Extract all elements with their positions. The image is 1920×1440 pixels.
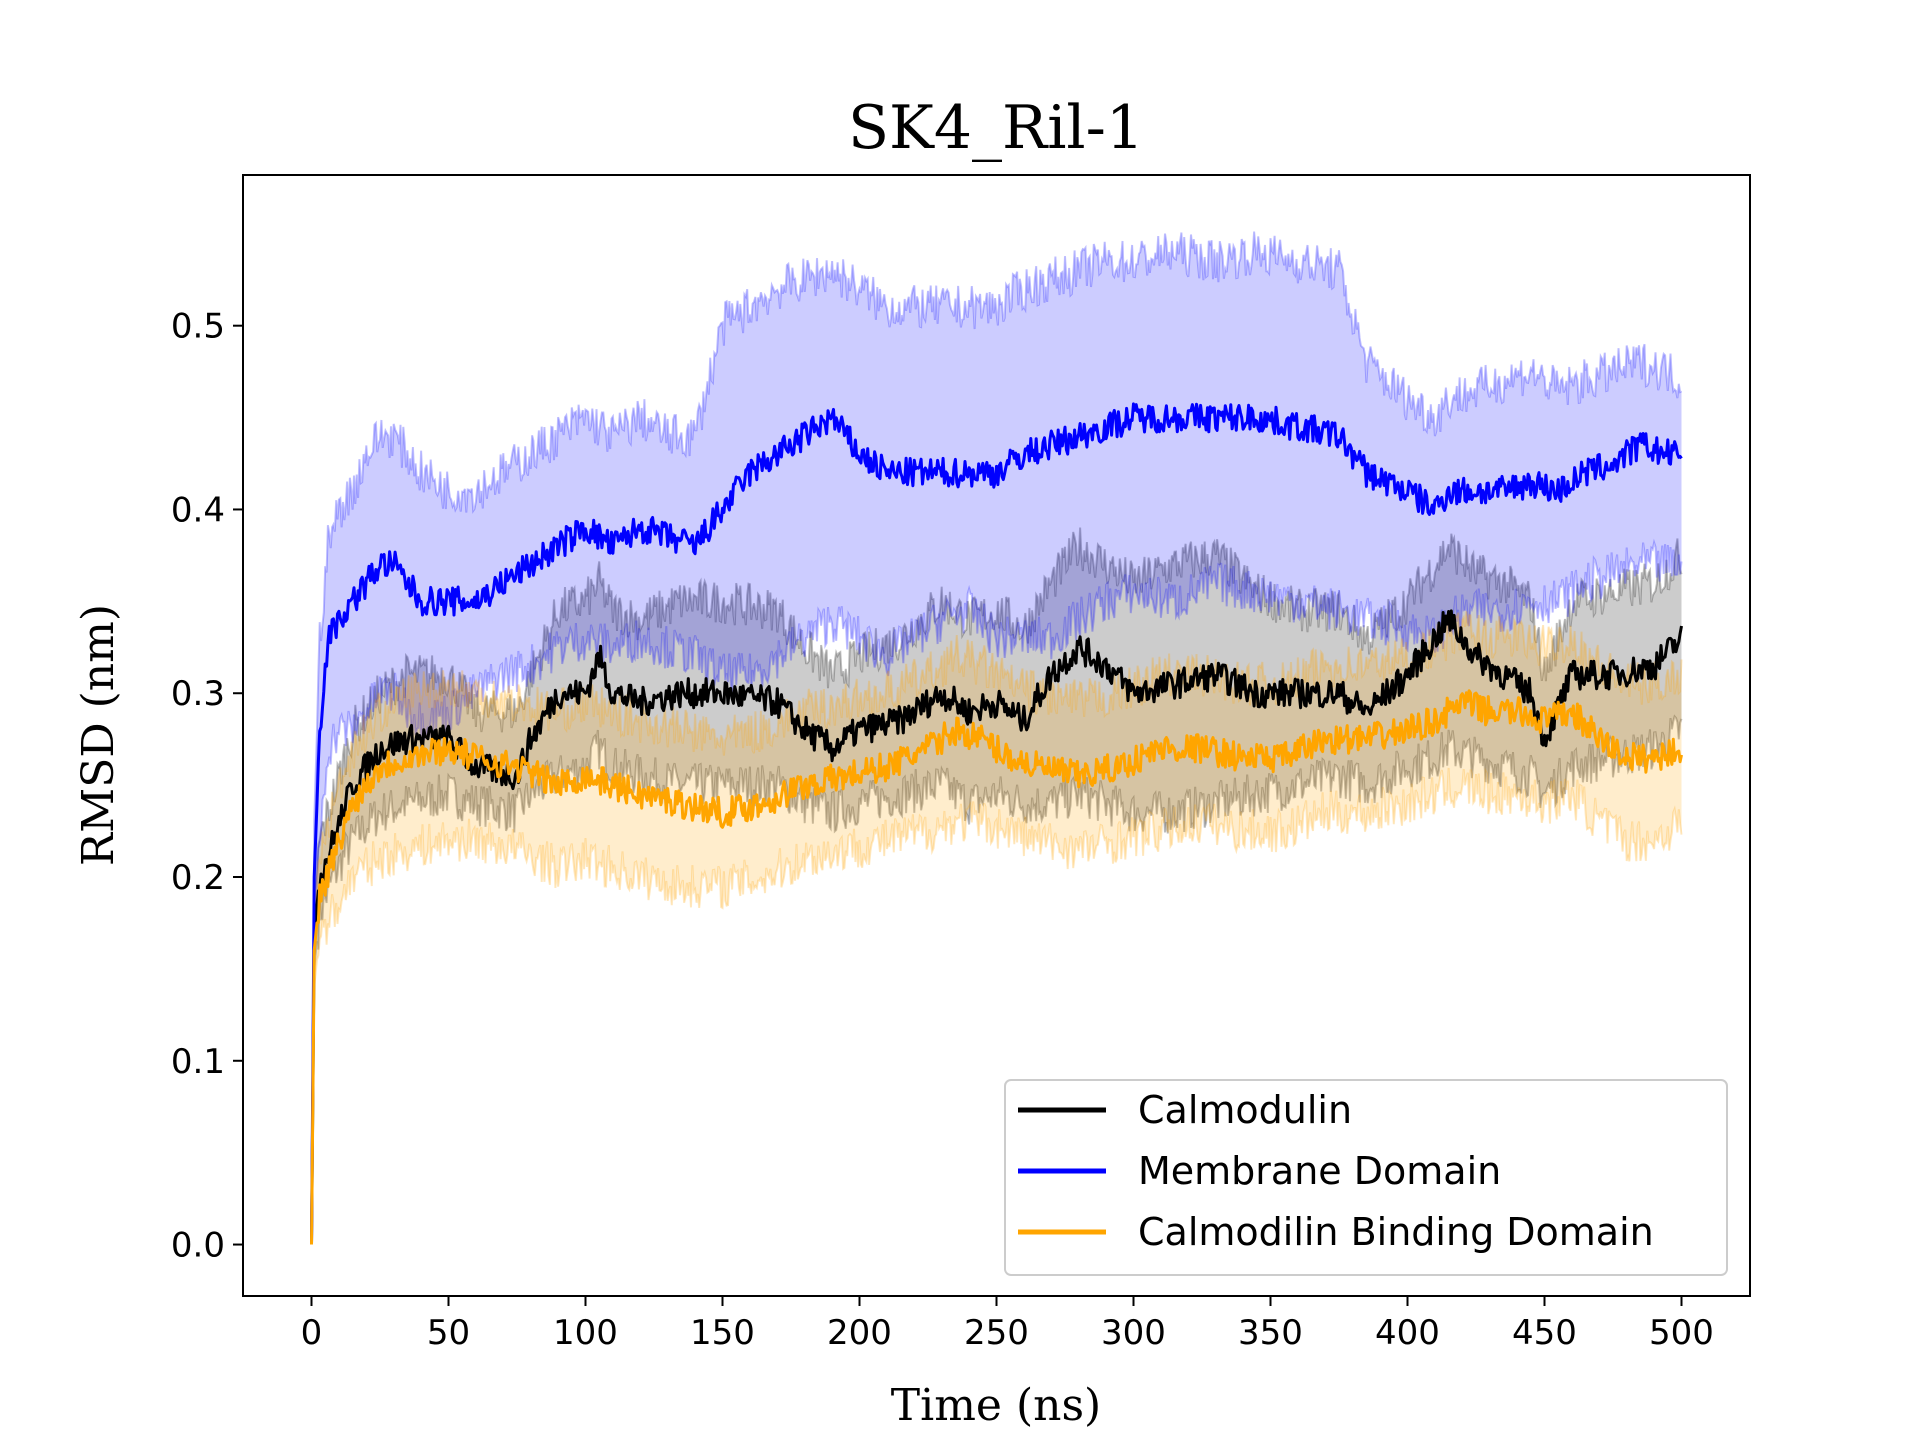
chart-title: SK4_Ril-1 [848,93,1144,163]
y-tick-label: 0.3 [171,674,225,714]
legend-label: Calmodilin Binding Domain [1138,1210,1654,1254]
x-tick-label: 200 [827,1313,892,1353]
x-tick-label: 500 [1649,1313,1714,1353]
band-upper-edge-membrane-domain [310,231,1682,1245]
y-axis-label: RMSD (nm) [73,604,124,866]
x-tick-label: 100 [553,1313,618,1353]
y-tick-label: 0.2 [171,858,225,898]
x-tick-label: 50 [427,1313,470,1353]
x-tick-label: 350 [1238,1313,1303,1353]
y-tick-label: 0.0 [171,1226,225,1266]
x-tick-label: 300 [1101,1313,1166,1353]
series-line-calmodulin [310,609,1683,1245]
series-lines [310,402,1683,1245]
band-upper-edge-calmodulin [310,527,1683,1245]
x-tick-label: 250 [964,1313,1029,1353]
band-upper-edge-calmodilin-binding-domain [310,611,1683,1245]
y-tick-label: 0.4 [171,490,225,530]
legend-box [1004,1079,1728,1276]
y-tick-label: 0.1 [171,1042,225,1082]
y-axis: 0.0 0.1 0.2 0.3 0.4 0.5 [171,307,243,1266]
legend-label: Calmodulin [1138,1088,1352,1132]
series-line-membrane-domain [310,402,1683,1245]
legend-label: Membrane Domain [1138,1149,1501,1193]
band-lower-edge-calmodilin-binding-domain [310,767,1683,1245]
series-line-calmodilin-binding-domain [310,689,1683,1245]
band-membrane-domain [311,231,1682,1245]
x-axis: 0 50 100 150 200 250 300 350 400 450 500 [301,1296,1714,1353]
x-axis-label: Time (ns) [891,1380,1101,1431]
legend: Calmodulin Membrane Domain Calmodilin Bind… [1004,1079,1728,1276]
x-tick-label: 0 [301,1313,323,1353]
x-tick-label: 450 [1512,1313,1577,1353]
band-calmodilin-binding-domain [311,611,1682,1245]
y-tick-label: 0.5 [171,307,225,347]
x-tick-label: 150 [690,1313,755,1353]
x-tick-label: 400 [1375,1313,1440,1353]
